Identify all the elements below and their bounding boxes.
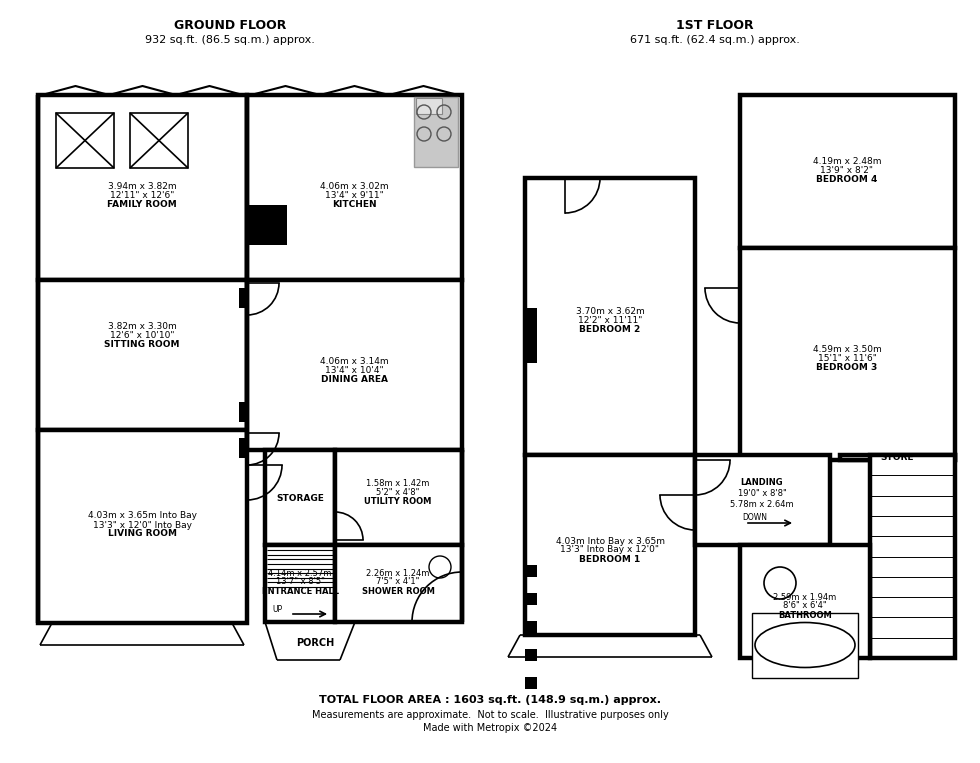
Bar (247, 280, 462, 450)
Text: 13'3" Into Bay x 12'0": 13'3" Into Bay x 12'0" (561, 546, 660, 555)
Text: 932 sq.ft. (86.5 sq.m.) approx.: 932 sq.ft. (86.5 sq.m.) approx. (145, 35, 315, 45)
Bar (414, 97, 458, 167)
Bar (38, 430, 247, 623)
Text: 2.59m x 1.94m: 2.59m x 1.94m (773, 593, 837, 601)
Text: SITTING ROOM: SITTING ROOM (104, 340, 179, 349)
Text: 13'4" x 9'11": 13'4" x 9'11" (324, 191, 383, 199)
Text: 5.78m x 2.64m: 5.78m x 2.64m (730, 500, 794, 508)
Text: 4.59m x 3.50m: 4.59m x 3.50m (812, 345, 881, 353)
Text: BEDROOM 1: BEDROOM 1 (579, 555, 641, 564)
Bar (247, 95, 462, 280)
Bar (56, 113, 114, 168)
Text: LANDING: LANDING (741, 478, 783, 487)
Text: GROUND FLOOR: GROUND FLOOR (173, 18, 286, 31)
Bar (525, 308, 537, 363)
Text: 4.14m x 2.57m: 4.14m x 2.57m (269, 568, 331, 578)
Bar (840, 455, 955, 460)
Text: DOWN: DOWN (743, 513, 767, 521)
Text: 3.94m x 3.82m: 3.94m x 3.82m (108, 182, 176, 191)
Text: 13'4" x 10'4": 13'4" x 10'4" (324, 365, 383, 375)
Text: 12'6" x 10'10": 12'6" x 10'10" (110, 330, 174, 340)
Text: Measurements are approximate.  Not to scale.  Illustrative purposes only: Measurements are approximate. Not to sca… (312, 710, 668, 720)
Text: 13'9" x 8'2": 13'9" x 8'2" (820, 166, 873, 175)
Bar (740, 545, 870, 658)
Text: STORAGE: STORAGE (276, 494, 324, 503)
Bar (130, 113, 188, 168)
Text: 4.06m x 3.02m: 4.06m x 3.02m (319, 182, 388, 191)
Bar (239, 438, 247, 458)
Text: 1ST FLOOR: 1ST FLOOR (676, 18, 754, 31)
Text: 15'1" x 11'6": 15'1" x 11'6" (817, 353, 876, 362)
Text: 5'2" x 4'8": 5'2" x 4'8" (376, 488, 419, 497)
Bar (249, 205, 287, 245)
Text: ENTRANCE HALL: ENTRANCE HALL (262, 587, 338, 595)
Bar (525, 565, 537, 577)
Bar (752, 613, 858, 678)
Text: 4.19m x 2.48m: 4.19m x 2.48m (812, 156, 881, 166)
Text: BEDROOM 3: BEDROOM 3 (816, 362, 878, 372)
Text: BATHROOM: BATHROOM (778, 610, 832, 620)
Text: BEDROOM 2: BEDROOM 2 (579, 324, 641, 333)
Text: Made with Metropix ©2024: Made with Metropix ©2024 (423, 723, 557, 733)
Text: 671 sq.ft. (62.4 sq.m.) approx.: 671 sq.ft. (62.4 sq.m.) approx. (630, 35, 800, 45)
Text: 13'7" x 8'5": 13'7" x 8'5" (275, 578, 324, 587)
Bar (249, 190, 356, 278)
Bar (335, 450, 462, 545)
Text: TOTAL FLOOR AREA : 1603 sq.ft. (148.9 sq.m.) approx.: TOTAL FLOOR AREA : 1603 sq.ft. (148.9 sq… (319, 695, 661, 705)
Bar (525, 178, 695, 455)
Bar (870, 455, 955, 658)
Bar (525, 649, 537, 661)
Bar (38, 280, 247, 430)
Text: 2.26m x 1.24m: 2.26m x 1.24m (367, 568, 429, 578)
Text: 4.06m x 3.14m: 4.06m x 3.14m (319, 356, 388, 365)
Text: DINING AREA: DINING AREA (320, 375, 387, 384)
Text: STORE: STORE (880, 452, 913, 462)
Bar (265, 545, 335, 622)
Text: 3.70m x 3.62m: 3.70m x 3.62m (575, 307, 645, 315)
Bar (525, 455, 695, 635)
Bar (239, 402, 247, 422)
Text: BEDROOM 4: BEDROOM 4 (816, 175, 878, 183)
Text: 19'0" x 8'8": 19'0" x 8'8" (738, 488, 786, 497)
Text: 8'6" x 6'4": 8'6" x 6'4" (783, 601, 827, 610)
Bar (525, 621, 537, 633)
Bar (525, 593, 537, 605)
Text: KITCHEN: KITCHEN (331, 199, 376, 208)
Text: 4.03m x 3.65m Into Bay: 4.03m x 3.65m Into Bay (87, 511, 197, 520)
Text: 12'11" x 12'6": 12'11" x 12'6" (110, 191, 174, 199)
Text: LIVING ROOM: LIVING ROOM (108, 530, 176, 539)
Text: SHOWER ROOM: SHOWER ROOM (362, 587, 434, 595)
Text: UTILITY ROOM: UTILITY ROOM (365, 497, 431, 506)
Text: 12'2" x 11'11": 12'2" x 11'11" (578, 315, 642, 324)
Text: FAMILY ROOM: FAMILY ROOM (107, 199, 176, 208)
Bar (525, 677, 537, 689)
Bar (335, 545, 462, 622)
Bar (740, 95, 955, 248)
Bar (265, 450, 335, 545)
Text: 4.03m Into Bay x 3.65m: 4.03m Into Bay x 3.65m (556, 536, 664, 546)
Text: 13'3" x 12'0" Into Bay: 13'3" x 12'0" Into Bay (92, 520, 191, 530)
Bar (416, 98, 442, 114)
Text: 3.82m x 3.30m: 3.82m x 3.30m (108, 321, 176, 330)
Text: 1.58m x 1.42m: 1.58m x 1.42m (367, 478, 429, 488)
Bar (38, 95, 247, 280)
Text: PORCH: PORCH (296, 638, 334, 648)
Bar (695, 455, 830, 545)
Text: UP: UP (271, 606, 282, 614)
Bar (239, 288, 247, 308)
Bar (740, 248, 955, 460)
Text: 7'5" x 4'1": 7'5" x 4'1" (376, 578, 419, 587)
